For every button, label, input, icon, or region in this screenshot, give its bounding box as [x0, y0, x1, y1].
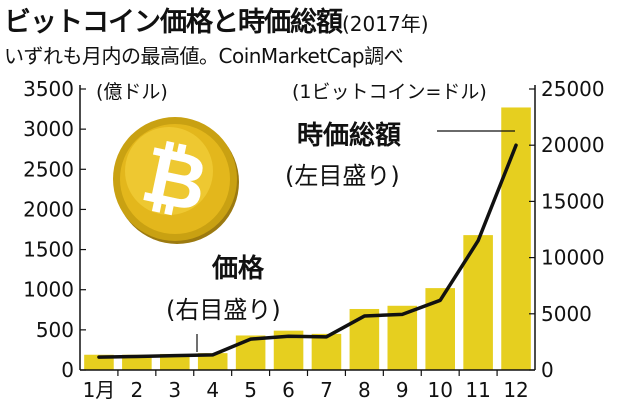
chart-subtitle: いずれも月内の最高値。CoinMarketCap調べ: [4, 44, 404, 68]
market-cap-bars: [84, 107, 531, 371]
left-axis-tick-label: 0: [61, 358, 74, 382]
x-axis-tick-label: 11: [465, 378, 490, 402]
left-axis-tick-label: 1500: [23, 238, 74, 262]
market-cap-bar: [501, 107, 531, 371]
market-cap-annotation-note: (左目盛り): [285, 162, 400, 190]
price-series-line: [97, 143, 518, 359]
chart-title: ビットコイン価格と時価総額(2017年): [4, 0, 429, 39]
right-axis-tick-label: 5000: [541, 302, 592, 326]
market-cap-annotation-title: 時価総額: [297, 120, 401, 151]
chart-title-year: (2017年): [342, 12, 429, 36]
market-cap-bar: [122, 354, 152, 370]
x-axis-tick-label: 1月: [83, 378, 116, 402]
left-axis-tick-label: 500: [36, 318, 74, 342]
x-axis-tick-label: 3: [168, 378, 181, 402]
left-axis-tick-label: 2500: [23, 157, 74, 181]
right-axis-tick-label: 10000: [541, 246, 605, 270]
left-axis-tick-label: 3000: [23, 117, 74, 141]
right-axis-unit-label: (1ビットコイン=ドル): [292, 81, 487, 103]
x-axis-tick-label: 4: [206, 378, 219, 402]
left-axis-tick-label: 1000: [23, 278, 74, 302]
price-line: [97, 130, 518, 359]
x-axis-tick-label: 10: [427, 378, 452, 402]
left-axis-tick-label: 3500: [23, 77, 74, 101]
right-axis-tick-label: 20000: [541, 133, 605, 157]
market-cap-bar: [197, 353, 228, 370]
left-axis-unit-label: (億ドル): [96, 81, 168, 103]
coin-highlight: [125, 127, 213, 215]
market-cap-bar: [160, 353, 190, 370]
x-axis-tick-label: 7: [320, 378, 333, 402]
chart-annotations: (億ドル) (1ビットコイン=ドル) 時価総額 (左目盛り) 価格 (右目盛り): [96, 81, 487, 324]
x-axis-tick-label: 9: [396, 378, 409, 402]
x-axis-tick-label: 5: [244, 378, 257, 402]
x-axis-tick-label: 2: [131, 378, 144, 402]
price-annotation-note: (右目盛り): [166, 296, 281, 324]
x-axis-tick-label: 8: [358, 378, 371, 402]
x-axis-tick-label: 6: [282, 378, 295, 402]
right-axis-tick-label: 15000: [541, 189, 605, 213]
market-cap-bar: [311, 333, 342, 370]
price-annotation-title: 価格: [211, 253, 265, 284]
x-axis-tick-label: 12: [503, 378, 528, 402]
market-cap-bar: [235, 335, 266, 370]
chart-title-text: ビットコイン価格と時価総額: [4, 7, 343, 38]
left-axis-tick-label: 2000: [23, 197, 74, 221]
bitcoin-coin-icon: ₿: [113, 117, 239, 244]
chart-axes: 0 500 1000 1500 2000 2500 3000 3500 0 5000 10000 15…: [23, 77, 605, 402]
right-axis-tick-label: 25000: [541, 77, 605, 101]
market-cap-bar: [349, 308, 380, 370]
right-axis-tick-label: 0: [541, 358, 554, 382]
